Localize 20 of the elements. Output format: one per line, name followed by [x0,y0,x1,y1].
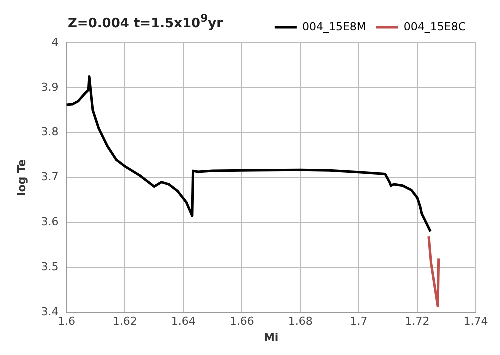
x-tick-label: 1.74 [464,315,488,328]
y-tick-label: 3.9 [41,80,59,94]
x-tick-label: 1.7 [350,315,368,328]
x-tick-label: 1.66 [230,315,254,328]
y-tick-label: 3.8 [41,126,59,139]
y-tick-label: 3.7 [41,170,59,184]
y-axis-title: log Te [15,160,28,196]
chart-title: Z=0.004 t=1.5x10$^{9}$yr [68,12,224,32]
x-tick-label: 1.64 [171,315,196,328]
y-tick-label: 3.6 [41,216,59,229]
legend-label: 004_15E8C [404,20,466,34]
y-tick-label: 3.5 [41,260,59,274]
y-tick-label: 4 [52,36,59,49]
legend-label: 004_15E8M [302,20,366,34]
x-tick-label: 1.72 [405,315,430,328]
x-axis-title: Mi [264,331,279,344]
x-tick-label: 1.62 [112,315,138,328]
x-tick-label: 1.6 [58,315,76,328]
y-tick-label: 3.4 [41,305,59,318]
x-tick-label: 1.68 [288,315,313,328]
